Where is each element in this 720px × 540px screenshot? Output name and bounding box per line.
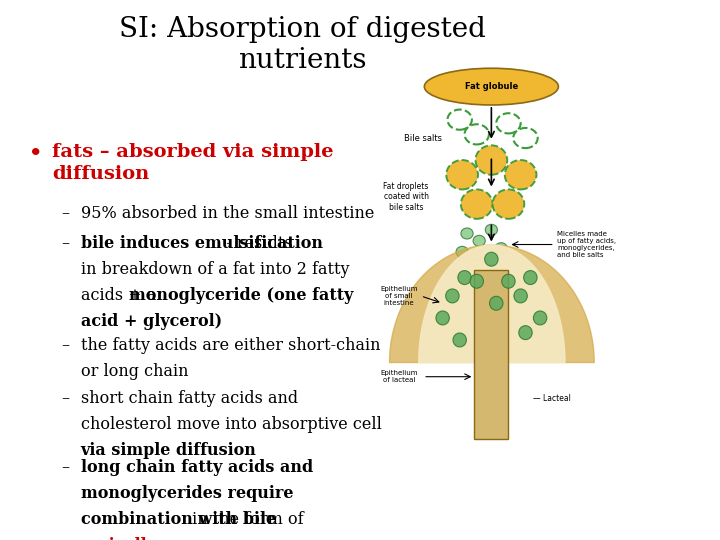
Text: –: – [61, 338, 69, 354]
Ellipse shape [485, 252, 498, 266]
Text: short chain fatty acids and: short chain fatty acids and [81, 390, 298, 407]
Text: or long chain: or long chain [81, 363, 188, 380]
Text: Fat droplets
coated with
bile salts: Fat droplets coated with bile salts [383, 182, 429, 212]
Text: –: – [61, 390, 69, 407]
Ellipse shape [461, 228, 473, 239]
Text: combination with bile: combination with bile [81, 511, 276, 528]
Text: cholesterol move into absorptive cell: cholesterol move into absorptive cell [81, 416, 382, 433]
Text: •: • [29, 143, 42, 163]
Text: 95% absorbed in the small intestine: 95% absorbed in the small intestine [81, 205, 374, 222]
Bar [474, 270, 508, 439]
Ellipse shape [514, 289, 527, 303]
Ellipse shape [436, 311, 449, 325]
Text: - results: - results [221, 235, 292, 252]
Text: –: – [61, 459, 69, 476]
Ellipse shape [453, 333, 467, 347]
Text: bile induces emulsification: bile induces emulsification [81, 235, 323, 252]
Ellipse shape [495, 242, 507, 254]
Ellipse shape [475, 145, 507, 175]
Text: monoglycerides require: monoglycerides require [81, 485, 293, 502]
Text: –: – [61, 235, 69, 252]
Text: long chain fatty acids and: long chain fatty acids and [81, 459, 313, 476]
Ellipse shape [456, 246, 468, 258]
Text: the fatty acids are either short-chain: the fatty acids are either short-chain [81, 338, 380, 354]
Text: Micelles made
up of fatty acids,
monoglycerides,
and bile salts: Micelles made up of fatty acids, monogly… [557, 231, 616, 258]
Ellipse shape [446, 160, 478, 190]
Text: in the form of: in the form of [187, 511, 304, 528]
Ellipse shape [523, 271, 537, 285]
Ellipse shape [502, 274, 515, 288]
Text: — Lacteal: — Lacteal [533, 394, 571, 403]
Ellipse shape [490, 296, 503, 310]
Ellipse shape [458, 271, 472, 285]
Text: Epithelium
of lacteal: Epithelium of lacteal [380, 370, 418, 383]
Ellipse shape [473, 235, 485, 246]
Text: Bile salts: Bile salts [404, 133, 442, 143]
Ellipse shape [424, 68, 559, 105]
Text: in breakdown of a fat into 2 fatty: in breakdown of a fat into 2 fatty [81, 261, 349, 278]
Text: micelle: micelle [92, 537, 157, 540]
Text: acid + glycerol): acid + glycerol) [81, 313, 222, 329]
Ellipse shape [461, 190, 492, 219]
Ellipse shape [446, 289, 459, 303]
Text: SI: Absorption of digested
nutrients: SI: Absorption of digested nutrients [119, 16, 486, 75]
Text: via simple diffusion: via simple diffusion [81, 442, 256, 458]
Ellipse shape [534, 311, 546, 325]
Ellipse shape [485, 224, 498, 235]
Ellipse shape [470, 274, 483, 288]
Ellipse shape [471, 250, 483, 261]
Text: Epithelium
of small
intestine: Epithelium of small intestine [380, 286, 418, 306]
Text: Fat globule: Fat globule [464, 82, 518, 91]
Ellipse shape [492, 190, 524, 219]
Text: acids + a: acids + a [81, 287, 161, 303]
Ellipse shape [519, 326, 532, 340]
Text: a: a [81, 537, 95, 540]
Text: fats – absorbed via simple
diffusion: fats – absorbed via simple diffusion [52, 143, 333, 183]
Text: monoglyceride (one fatty: monoglyceride (one fatty [129, 287, 354, 303]
Text: –: – [61, 205, 69, 222]
Ellipse shape [505, 160, 536, 190]
